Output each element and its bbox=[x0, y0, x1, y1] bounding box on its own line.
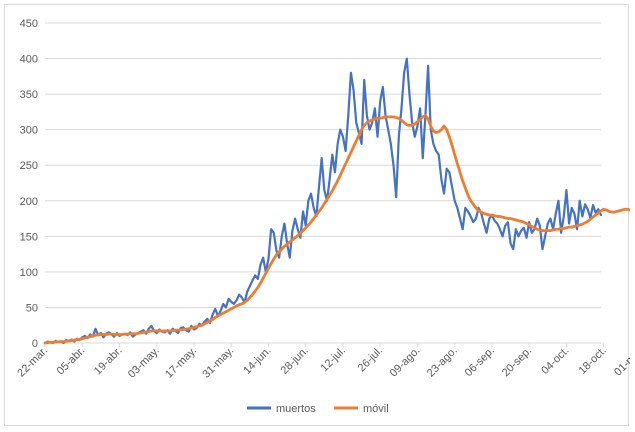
x-tick-label: 14-jun. bbox=[241, 345, 273, 377]
x-tick-label: 31-may. bbox=[200, 345, 236, 381]
x-tick-label: 23-ago. bbox=[425, 345, 460, 380]
x-tick-label: 05-abr. bbox=[55, 345, 88, 378]
legend-label: muertos bbox=[276, 403, 316, 415]
x-tick-label: 06-sep. bbox=[463, 345, 497, 379]
x-tick-label: 18-oct. bbox=[577, 345, 609, 377]
x-tick-label: 12-jul. bbox=[318, 345, 348, 375]
x-tick-label: 17-may. bbox=[163, 345, 199, 381]
y-tick-label: 200 bbox=[20, 196, 38, 208]
series-lines bbox=[43, 57, 632, 345]
chart-frame: 0 50 100 150 200 250 300 350 400 450 22-mar. 05-abr… bbox=[4, 4, 635, 426]
x-tick-label: 28-jun. bbox=[279, 345, 311, 377]
x-tick-label: 01-nov. bbox=[612, 345, 630, 379]
y-tick-label: 300 bbox=[20, 125, 38, 137]
y-tick-label: 150 bbox=[20, 231, 38, 243]
legend-label: móvil bbox=[363, 403, 389, 415]
y-tick-label: 450 bbox=[20, 18, 38, 30]
x-tick-label: 04-oct. bbox=[539, 345, 571, 377]
x-tick-label: 19-abr. bbox=[92, 345, 125, 378]
x-tick-label: 20-sep. bbox=[500, 345, 534, 379]
y-tick-label: 50 bbox=[26, 302, 38, 314]
y-tick-label: 100 bbox=[20, 267, 38, 279]
y-tick-label: 400 bbox=[20, 54, 38, 66]
y-tick-label: 350 bbox=[20, 89, 38, 101]
legend: muertos móvil bbox=[247, 403, 389, 415]
y-tick-label: 250 bbox=[20, 160, 38, 172]
x-tick-label: 09-ago. bbox=[388, 345, 423, 380]
x-tick-label: 03-may. bbox=[126, 345, 162, 381]
series-line-movil bbox=[43, 114, 632, 345]
y-tick-label: 0 bbox=[32, 338, 38, 350]
x-tick-label: 26-jul. bbox=[356, 345, 386, 375]
